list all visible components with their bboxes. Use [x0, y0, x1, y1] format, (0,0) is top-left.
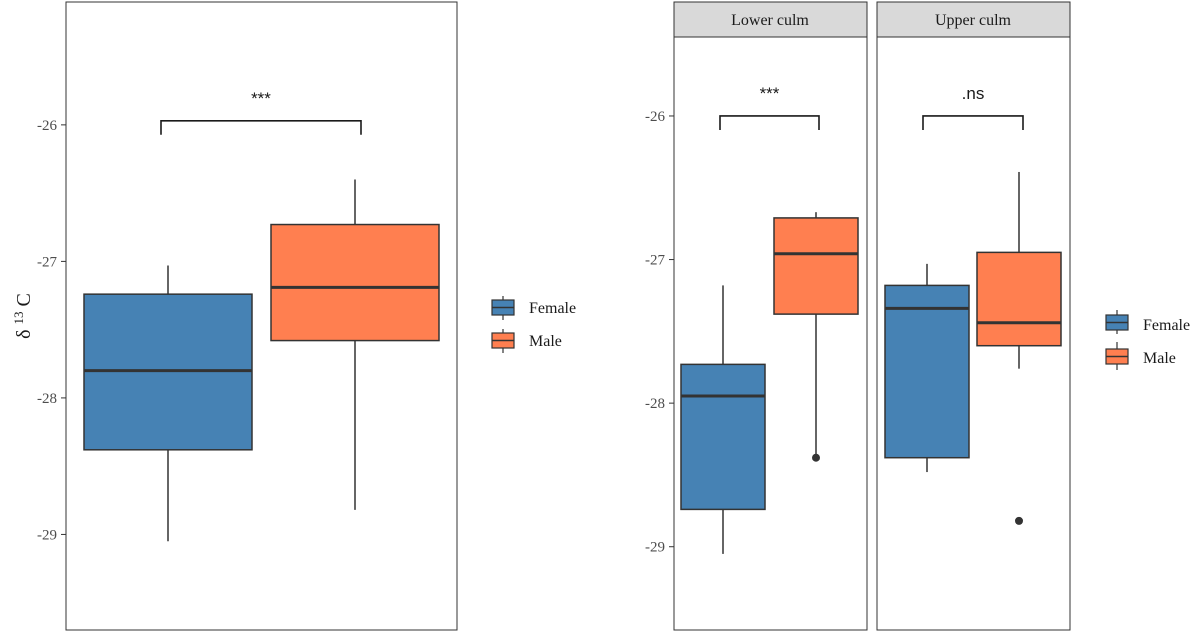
significance-bracket — [160, 119, 362, 135]
y-tick-label: -26 — [645, 109, 665, 125]
right-chart: -29 -28 -27 -26 Lower culm *** Upper culm .… — [645, 1, 1190, 631]
left-boxes — [83, 179, 440, 542]
y-tick-label: -29 — [645, 540, 665, 556]
box-male — [773, 212, 859, 462]
y-tick-label: -27 — [645, 253, 665, 269]
y-tick-label: -28 — [645, 396, 665, 412]
legend-label-male: Male — [1143, 350, 1176, 367]
significance-label: .ns — [962, 84, 985, 103]
facet-panel-lower-culm — [673, 36, 868, 631]
box-male — [976, 171, 1062, 525]
box-body-male — [976, 251, 1062, 347]
left-y-axis: -29 -28 -27 -26 — [37, 118, 66, 543]
facet-lower-culm: Lower culm *** — [673, 1, 868, 631]
significance-label: *** — [760, 84, 780, 103]
left-chart: -29 -28 -27 -26 *** δ 13 C Female Male — [6, 1, 576, 631]
y-axis-title-symbol: δ — [13, 329, 35, 338]
box-body-female — [680, 363, 766, 511]
box-male — [270, 179, 440, 510]
y-axis-title: δ 13 C — [6, 293, 35, 339]
facet-upper-culm: Upper culm .ns — [876, 1, 1071, 631]
legend-label-male: Male — [529, 333, 562, 350]
left-panel-border — [65, 1, 458, 631]
facet-strip-upper-culm — [876, 1, 1071, 38]
facet-label-lower-culm: Lower culm — [731, 12, 809, 29]
facet-upper-culm-significance: .ns — [922, 84, 1024, 130]
legend-label-female: Female — [1143, 317, 1190, 334]
box-body-male — [773, 217, 859, 315]
box-female — [884, 263, 970, 473]
outlier-point-male — [812, 453, 820, 462]
facet-lower-culm-significance: *** — [719, 84, 820, 130]
facet-label-upper-culm: Upper culm — [935, 12, 1012, 29]
outlier-point-male — [1015, 516, 1023, 525]
y-axis-title-element: C — [13, 293, 35, 306]
significance-label: *** — [251, 89, 271, 108]
box-body-male — [270, 223, 440, 342]
significance-bracket — [719, 115, 820, 130]
y-tick-label: -26 — [37, 118, 57, 134]
y-tick-label: -28 — [37, 391, 57, 407]
facet-lower-culm-boxes — [680, 212, 859, 554]
box-body-female — [884, 284, 970, 459]
y-axis-title-superscript: 13 — [11, 311, 26, 324]
left-significance: *** — [160, 89, 362, 135]
box-female — [83, 265, 253, 542]
facet-upper-culm-boxes — [884, 171, 1062, 525]
facet-strip-lower-culm — [673, 1, 868, 38]
right-legend: Female Male — [1105, 310, 1190, 370]
facet-panel-upper-culm — [876, 36, 1071, 631]
box-female — [680, 285, 766, 554]
y-tick-label: -27 — [37, 254, 57, 270]
y-tick-label: -29 — [37, 527, 57, 543]
legend-label-female: Female — [529, 300, 576, 317]
significance-bracket — [922, 115, 1024, 130]
right-y-axis: -29 -28 -27 -26 — [645, 109, 674, 556]
left-legend: Female Male — [491, 296, 576, 353]
